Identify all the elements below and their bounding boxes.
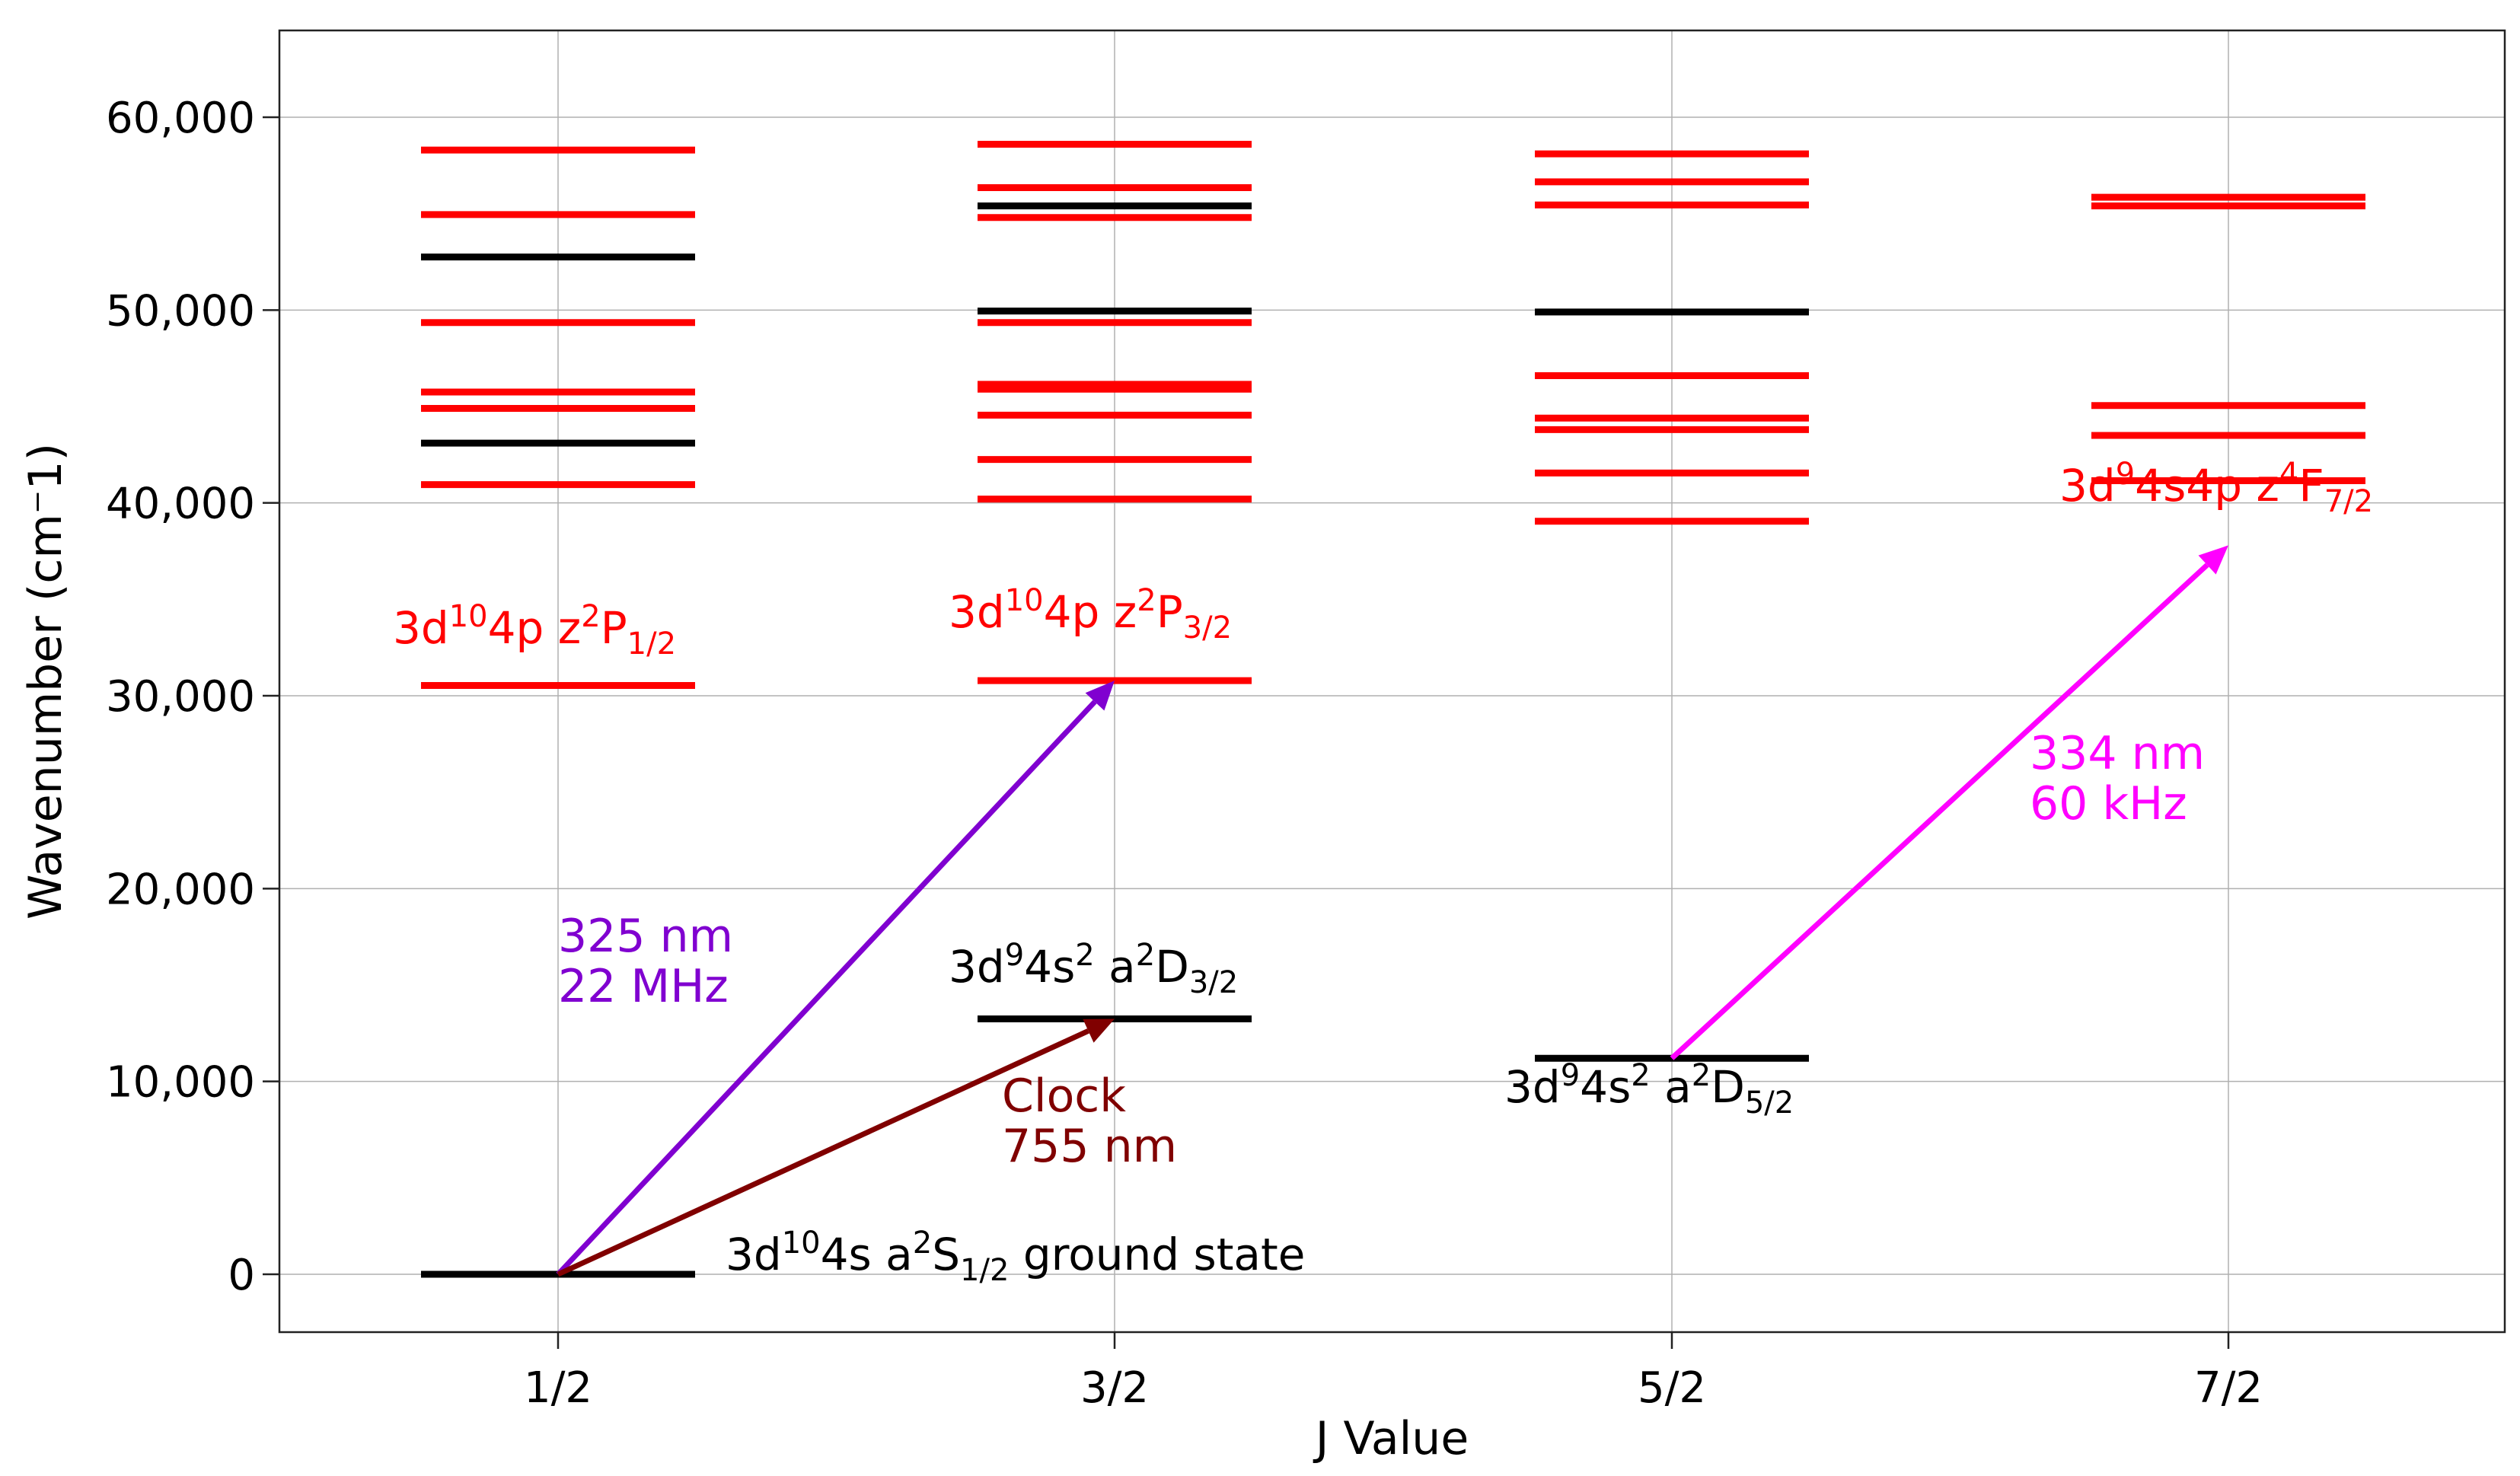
state-label-text: 3d — [393, 602, 449, 654]
y-tick-label: 60,000 — [106, 94, 255, 143]
transition-label: Clock — [1002, 1070, 1126, 1123]
plot-frame — [278, 29, 2506, 1334]
y-tick-label: 20,000 — [106, 865, 255, 914]
transition-label: 325 nm — [558, 910, 733, 963]
y-tick-label: 50,000 — [106, 286, 255, 336]
state-label-text: 4p z — [488, 602, 582, 654]
state-label-text: 4s a — [821, 1229, 913, 1280]
x-axis-label: J Value — [1313, 1412, 1469, 1465]
state-label-text: D — [1711, 1061, 1745, 1113]
state-label-subscript: 7/2 — [2324, 484, 2373, 519]
state-label-superscript: 10 — [1005, 583, 1044, 618]
state-label-text: a — [1095, 941, 1136, 993]
state-label-superscript: 2 — [1075, 938, 1094, 973]
state-label-superscript: 9 — [1005, 938, 1024, 973]
state-label-subscript: 1/2 — [627, 626, 676, 661]
state-label-subscript: 1/2 — [960, 1253, 1009, 1288]
state-label-text: 3d — [1504, 1061, 1561, 1113]
x-tick-label: 1/2 — [524, 1363, 592, 1413]
y-axis-label: Wavenumber (cm⁻1) — [19, 443, 72, 920]
state-label-superscript: 4 — [2279, 457, 2298, 492]
y-tick-label: 40,000 — [106, 480, 255, 529]
state-label-superscript: 2 — [913, 1226, 932, 1261]
state-label-superscript: 2 — [1631, 1058, 1650, 1093]
energy-levels — [421, 140, 2365, 1278]
axes: 0 10,000 20,000 30,000 40,000 50,000 60,000 1/2… — [19, 94, 2263, 1465]
state-label-superscript: 9 — [1561, 1058, 1580, 1093]
state-label-superscript: 9 — [2116, 457, 2135, 492]
y-tick-label: 0 — [228, 1251, 255, 1300]
state-label-superscript: 2 — [1137, 583, 1156, 618]
state-label-text: P — [601, 602, 627, 654]
state-label-subscript: 3/2 — [1183, 610, 1232, 646]
state-label-text: S — [932, 1229, 960, 1280]
state-label: 3d104p z2P3/2 — [949, 583, 1232, 646]
state-label: 3d94s2 a2D5/2 — [1504, 1058, 1794, 1121]
x-tick-label: 7/2 — [2194, 1363, 2263, 1413]
state-label-text: 4s — [1580, 1061, 1631, 1113]
x-tick-label: 5/2 — [1638, 1363, 1706, 1413]
transition-arrow-shaft — [556, 700, 1097, 1277]
transition-arrow-head — [1083, 1019, 1115, 1043]
grid — [279, 30, 2505, 1332]
state-label-text: a — [1651, 1061, 1692, 1113]
state-label-text: 4p z — [1044, 586, 1137, 638]
transition-arrows — [556, 545, 2228, 1277]
state-label-text: ground state — [1009, 1229, 1305, 1280]
state-label: 3d104p z2P1/2 — [393, 599, 676, 661]
state-label-text: P — [1156, 586, 1183, 638]
y-tick-label: 10,000 — [106, 1058, 255, 1108]
state-label-text: 3d — [949, 586, 1005, 638]
state-label-superscript: 2 — [581, 599, 600, 634]
transition-arrow-head — [1085, 681, 1115, 711]
state-label-text: F — [2298, 460, 2324, 512]
state-label-superscript: 10 — [782, 1226, 821, 1261]
transition-label: 755 nm — [1002, 1120, 1177, 1173]
state-label-text: 3d — [726, 1229, 782, 1280]
state-label-superscript: 2 — [1136, 938, 1155, 973]
state-label-text: D — [1155, 941, 1189, 993]
state-label-text: 3d — [949, 941, 1005, 993]
state-label: 3d104s a2S1/2 ground state — [726, 1226, 1305, 1288]
transition-label: 60 kHz — [2030, 777, 2187, 830]
state-label-superscript: 10 — [449, 599, 488, 634]
state-label-text: 4s — [1024, 941, 1075, 993]
y-tick-label: 30,000 — [106, 672, 255, 722]
state-label: 3d94s4p z4F7/2 — [2059, 457, 2373, 519]
state-label-text: 3d — [2059, 460, 2116, 512]
x-tick-label: 3/2 — [1080, 1363, 1149, 1413]
state-label-superscript: 2 — [1692, 1058, 1711, 1093]
transition-arrow-head — [2198, 545, 2228, 575]
transition-label: 334 nm — [2030, 727, 2205, 780]
state-label-subscript: 5/2 — [1745, 1085, 1794, 1121]
state-label-subscript: 3/2 — [1189, 965, 1238, 1000]
transition-arrow-shaft — [1670, 563, 2209, 1060]
transition-label: 22 MHz — [558, 960, 729, 1013]
state-label-text: 4s4p z — [2135, 460, 2279, 512]
state-label: 3d94s2 a2D3/2 — [949, 938, 1238, 1000]
transition-arrow-shaft — [557, 1028, 1089, 1277]
